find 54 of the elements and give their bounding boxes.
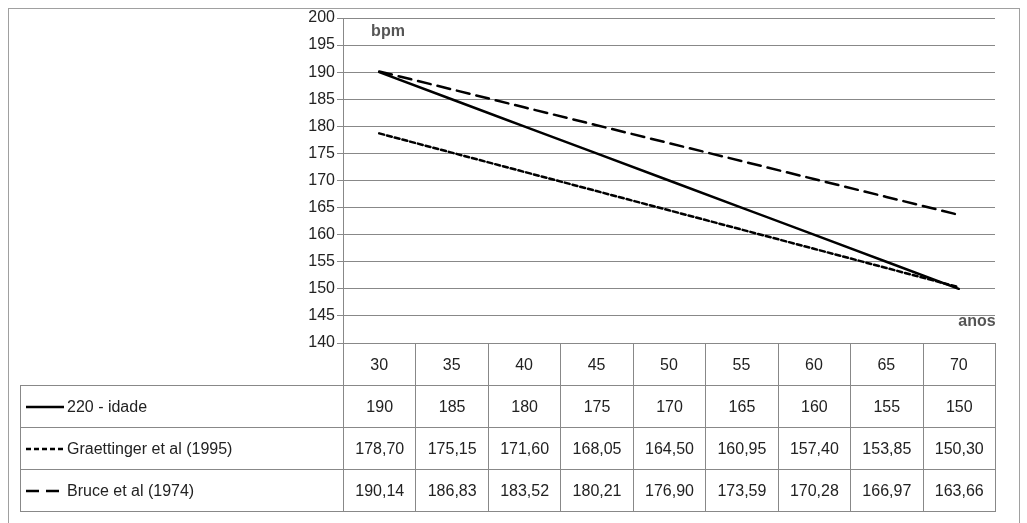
data-label: 163,66: [922, 469, 996, 512]
data-label: 186,83: [415, 469, 489, 512]
data-label: 171,60: [487, 427, 562, 470]
data-label: 170: [632, 385, 707, 428]
x-tick-label: 50: [660, 356, 678, 374]
y-tick-label: 150: [308, 279, 336, 297]
x-tick-label: 65: [877, 356, 896, 374]
y-tick-label: 165: [308, 197, 336, 215]
x-tick-label: 35: [442, 356, 461, 374]
x-tick-label: 55: [732, 356, 751, 374]
data-label: 164,50: [632, 427, 707, 470]
y-axis-title: bpm: [371, 22, 405, 40]
data-label: 160,95: [705, 427, 779, 470]
data-label: 150: [922, 385, 996, 428]
data-label: 173,59: [705, 469, 779, 512]
x-tick-label: 30: [370, 356, 389, 374]
y-tick-label: 140: [308, 333, 336, 351]
x-tick-label: 40: [515, 356, 534, 374]
y-tick-label: 175: [308, 143, 336, 161]
y-tick-label: 190: [308, 62, 336, 80]
data-label: 190,14: [343, 469, 417, 512]
y-tick-label: 195: [308, 35, 336, 53]
data-label: 176,90: [632, 469, 707, 512]
data-label: 168,05: [560, 427, 634, 470]
data-label: 166,97: [850, 469, 924, 512]
data-label: 180,21: [560, 469, 634, 512]
y-tick-label: 170: [308, 170, 336, 188]
y-tick-label: 180: [308, 116, 336, 134]
y-tick-label: 155: [308, 252, 336, 270]
legend-label: 220 - idade: [67, 397, 148, 416]
x-axis-title: anos: [958, 312, 996, 330]
y-tick-label: 145: [308, 306, 336, 324]
y-tick-label: 160: [308, 225, 336, 243]
data-label: 183,52: [487, 469, 562, 512]
data-label: 153,85: [850, 427, 924, 470]
data-label: 175: [560, 385, 634, 428]
data-label: 190: [343, 385, 417, 428]
data-label: 160: [777, 385, 852, 428]
y-tick-label: 185: [308, 89, 336, 107]
data-label: 170,28: [777, 469, 852, 512]
y-tick-label: 200: [308, 8, 336, 26]
x-tick-label: 45: [587, 356, 606, 374]
data-label: 155: [850, 385, 924, 428]
data-label: 180: [487, 385, 562, 428]
data-label: 150,30: [922, 427, 996, 470]
x-tick-label: 60: [804, 356, 823, 374]
legend-label: Bruce et al (1974): [67, 481, 195, 500]
legend-label: Graettinger et al (1995): [67, 439, 233, 458]
data-label: 185: [415, 385, 489, 428]
data-label: 165: [705, 385, 779, 428]
data-label: 157,40: [777, 427, 852, 470]
data-label: 175,15: [415, 427, 489, 470]
data-label: 178,70: [343, 427, 417, 470]
x-tick-label: 70: [949, 356, 968, 374]
